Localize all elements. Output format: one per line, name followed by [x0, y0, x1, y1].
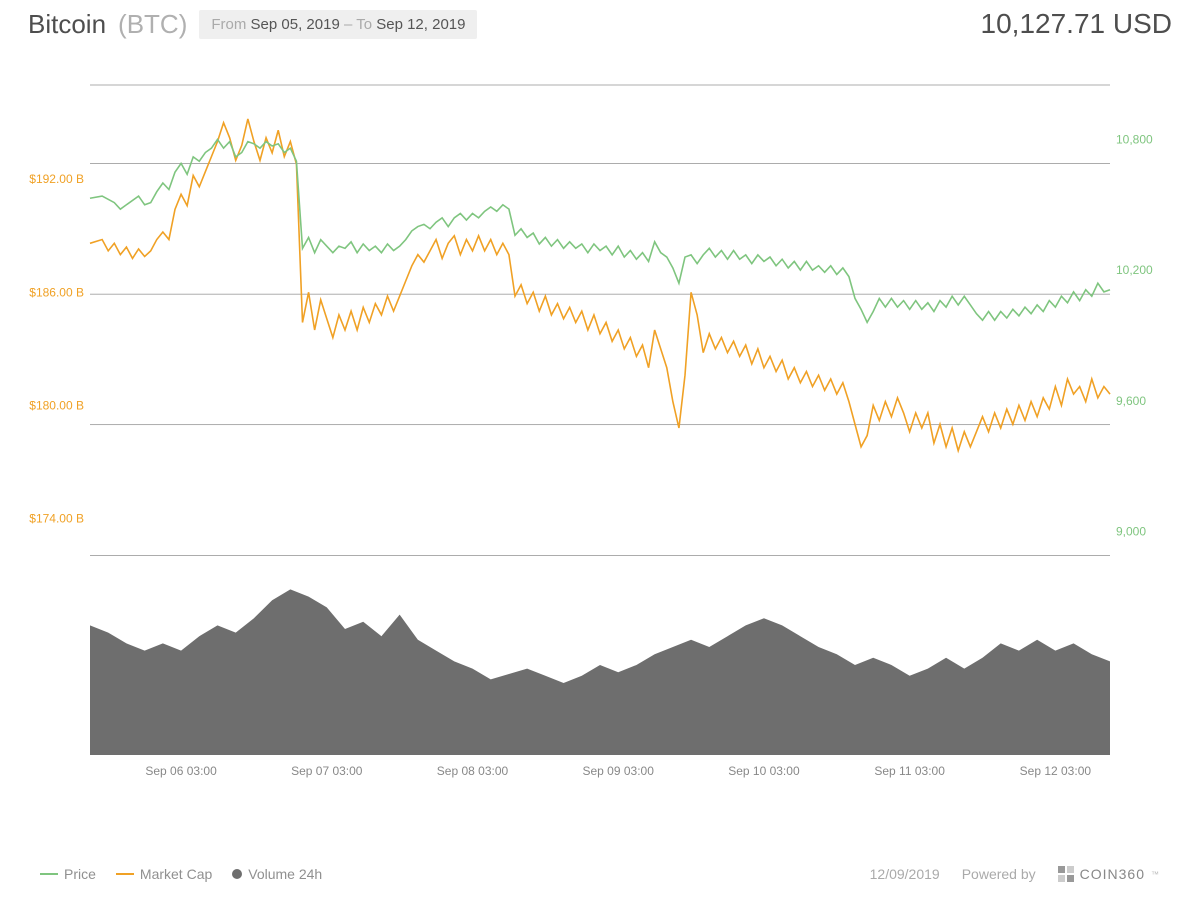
svg-text:$180.00 B: $180.00 B — [29, 398, 84, 412]
legend-mcap[interactable]: Market Cap — [116, 866, 212, 882]
chart-footer: Price Market Cap Volume 24h 12/09/2019 P… — [0, 866, 1200, 882]
footer-attribution: 12/09/2019 Powered by COIN360 ™ — [870, 866, 1160, 882]
brand-logo[interactable]: COIN360 ™ — [1058, 866, 1160, 882]
title-group: Bitcoin (BTC) From Sep 05, 2019 – To Sep… — [28, 9, 477, 40]
legend-volume[interactable]: Volume 24h — [232, 866, 322, 882]
svg-text:Sep 07 03:00: Sep 07 03:00 — [291, 764, 363, 778]
svg-text:10,200: 10,200 — [1116, 263, 1153, 277]
svg-text:$186.00 B: $186.00 B — [29, 285, 84, 299]
svg-text:Sep 08 03:00: Sep 08 03:00 — [437, 764, 509, 778]
legend-volume-label: Volume 24h — [248, 866, 322, 882]
coin-name: Bitcoin — [28, 9, 106, 40]
svg-text:Sep 11 03:00: Sep 11 03:00 — [874, 764, 945, 778]
legend-price-swatch — [40, 873, 58, 875]
legend-price-label: Price — [64, 866, 96, 882]
svg-text:Sep 10 03:00: Sep 10 03:00 — [728, 764, 800, 778]
svg-text:$174.00 B: $174.00 B — [29, 511, 84, 525]
price-chart[interactable]: $192.00 B $186.00 B $180.00 B $174.00 B 10,8… — [18, 55, 1182, 830]
legend-mcap-swatch — [116, 873, 134, 875]
brand-tm: ™ — [1151, 870, 1160, 879]
from-label: From — [211, 16, 246, 33]
svg-text:10,800: 10,800 — [1116, 132, 1153, 146]
svg-text:Sep 06 03:00: Sep 06 03:00 — [145, 764, 217, 778]
brand-name: COIN360 — [1080, 866, 1145, 882]
coin-symbol: (BTC) — [118, 9, 187, 40]
legend-volume-swatch — [232, 869, 242, 879]
svg-text:$192.00 B: $192.00 B — [29, 172, 84, 186]
current-price: 10,127.71 USD — [981, 8, 1172, 40]
legend-mcap-label: Market Cap — [140, 866, 212, 882]
footer-date: 12/09/2019 — [870, 866, 940, 882]
brand-icon — [1058, 866, 1074, 882]
chart-header: Bitcoin (BTC) From Sep 05, 2019 – To Sep… — [0, 0, 1200, 40]
legend: Price Market Cap Volume 24h — [40, 866, 322, 882]
to-date: Sep 12, 2019 — [376, 16, 465, 33]
chart-svg: $192.00 B $186.00 B $180.00 B $174.00 B 10,8… — [18, 55, 1182, 830]
svg-text:Sep 09 03:00: Sep 09 03:00 — [583, 764, 655, 778]
date-range-selector[interactable]: From Sep 05, 2019 – To Sep 12, 2019 — [199, 10, 477, 39]
powered-by-label: Powered by — [962, 866, 1036, 882]
range-separator: – — [344, 16, 352, 33]
svg-text:9,000: 9,000 — [1116, 524, 1146, 538]
to-label: To — [356, 16, 372, 33]
from-date: Sep 05, 2019 — [251, 16, 340, 33]
svg-text:9,600: 9,600 — [1116, 394, 1146, 408]
svg-text:Sep 12 03:00: Sep 12 03:00 — [1020, 764, 1092, 778]
legend-price[interactable]: Price — [40, 866, 96, 882]
